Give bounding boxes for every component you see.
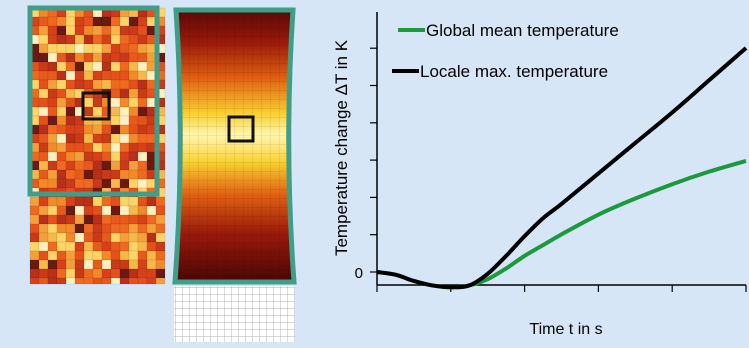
legend-label-global-mean: Global mean temperature [426,21,619,40]
series-line-global-mean [376,158,747,290]
chart-axes [376,12,746,286]
y-axis-label: Temperature change ΔT in K [332,39,351,256]
heat-map-frame [172,7,297,285]
thermal-simulation-images [27,5,297,342]
mosaic-frame [27,5,160,197]
series-line-locale-max [376,46,748,290]
heat-map-image [172,7,297,342]
y-tick-label-zero: 0 [355,265,363,282]
heat-map-selection-box [227,115,255,143]
pixel-mosaic-image [27,5,166,285]
x-axis-label: Time t in s [529,321,602,338]
legend-label-locale-max: Locale max. temperature [420,62,608,81]
mosaic-selection-box [81,91,111,121]
mesh-grid [174,286,295,342]
legend: Global mean temperature Locale max. temp… [392,21,619,81]
